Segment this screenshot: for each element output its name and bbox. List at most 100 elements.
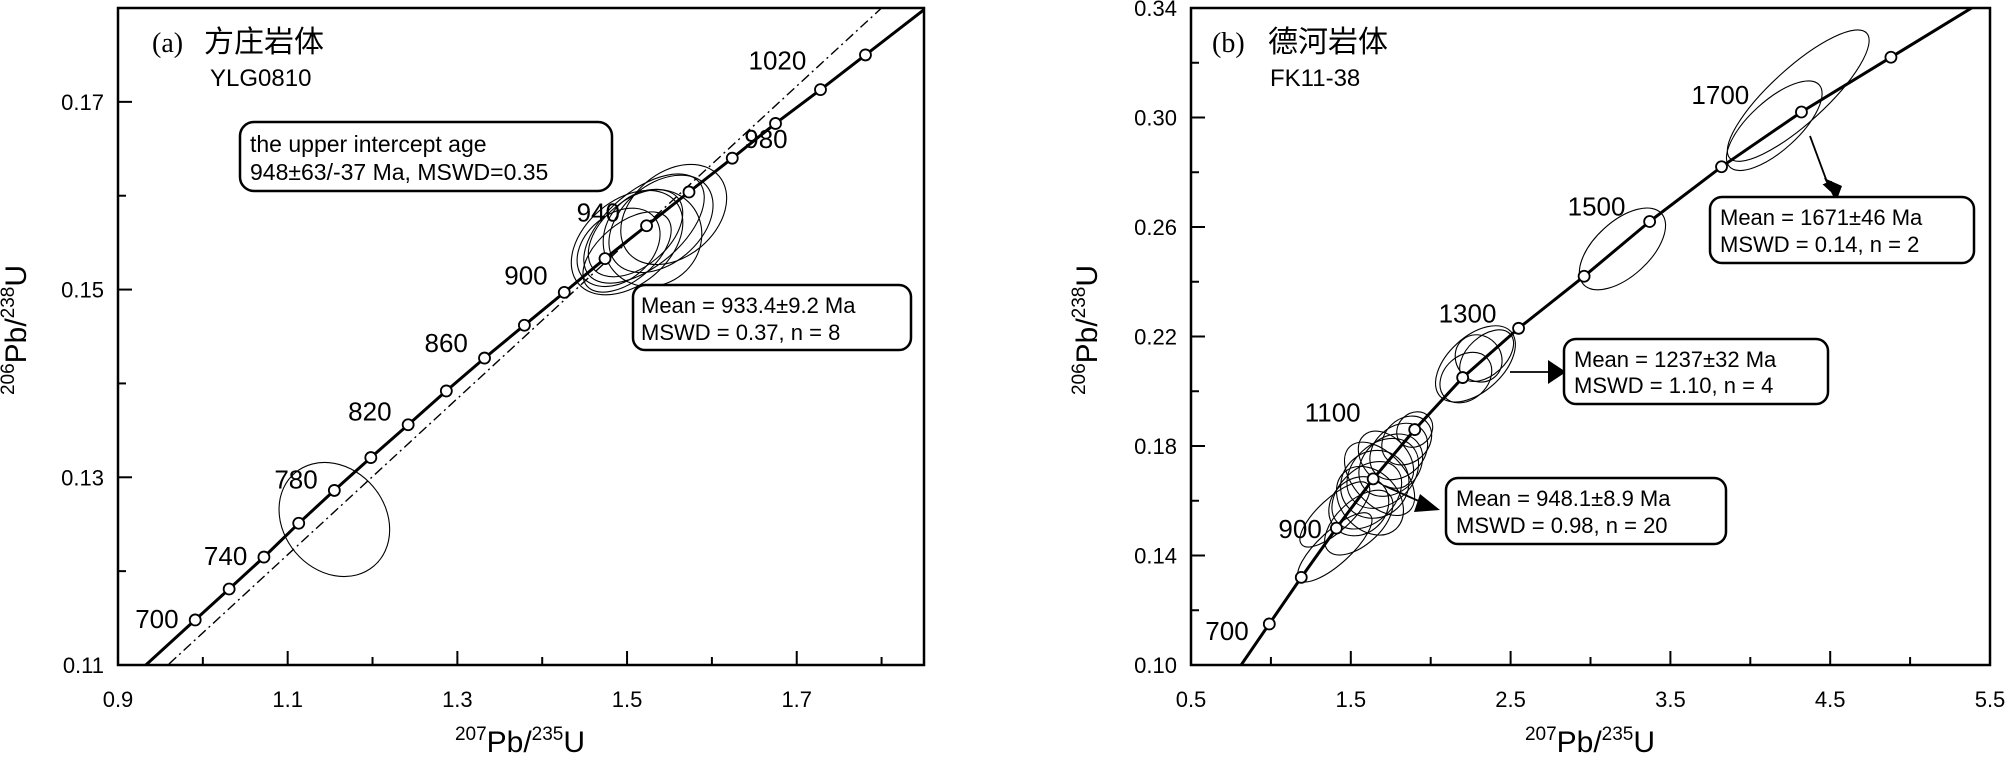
age-marker [364,451,378,464]
age-marker [478,351,491,365]
age-marker [292,516,306,530]
error-ellipse [1343,441,1416,517]
concordia-age-markers [188,48,872,627]
svg-text:MSWD = 1.10, n = 4: MSWD = 1.10, n = 4 [1574,373,1773,398]
age-label: 740 [204,541,247,571]
age-marker [188,613,202,627]
tick-labels: 0.9 1.1 1.3 1.5 1.7 0.11 0.13 0.15 0.17 [61,90,812,712]
error-ellipse [602,188,703,288]
panel-subtitle: FK11-38 [1270,65,1360,92]
error-ellipse [620,163,728,266]
age-marker [1512,321,1525,335]
x-tick-label: 1.7 [781,687,812,712]
age-marker [1577,269,1591,283]
age-marker [1408,423,1422,436]
y-tick-label: 0.14 [1134,544,1177,569]
error-ellipse [1726,29,1870,162]
age-marker [401,418,415,432]
svg-text:Mean = 1671±46 Ma: Mean = 1671±46 Ma [1720,205,1923,230]
x-tick-label: 0.9 [103,687,134,712]
age-label: 1700 [1691,80,1749,110]
panel-b: 0.5 1.5 2.5 3.5 4.5 5.5 0.10 0.14 0.18 0.22 0.26 0.… [1069,0,2005,759]
svg-text:948±63/-37 Ma, MSWD=0.35: 948±63/-37 Ma, MSWD=0.35 [250,159,548,185]
error-ellipse [1439,351,1493,404]
axis-ticks [117,100,883,666]
age-marker [1643,215,1657,228]
y-tick-label: 0.18 [1134,434,1177,459]
concordia-curve [1239,8,1975,665]
concordia-age-markers [1262,50,1898,631]
age-labels: 700 900 1100 1300 1500 1700 [1205,80,1749,646]
error-ellipses [278,163,728,578]
x-tick-label: 2.5 [1495,687,1526,712]
age-label: 980 [744,124,787,154]
error-ellipse [1324,489,1394,556]
y-axis-label: 206Pb/238U [0,265,33,395]
x-tick-label: 4.5 [1815,687,1846,712]
age-marker [682,185,696,199]
age-marker [222,582,236,596]
svg-text:MSWD = 0.14, n = 2: MSWD = 0.14, n = 2 [1720,232,1919,257]
age-label: 700 [135,604,178,634]
y-tick-label: 0.10 [1134,653,1177,678]
tick-labels: 0.5 1.5 2.5 3.5 4.5 5.5 0.10 0.14 0.18 0.22 0.26 0.… [1134,0,2005,712]
panel-title: 方庄岩体 [204,26,324,59]
error-ellipse [1434,325,1516,403]
svg-text:MSWD = 0.98, n = 20: MSWD = 0.98, n = 20 [1456,513,1668,538]
age-labels: 700 740 780 820 860 900 940 980 1020 [135,46,806,634]
svg-text:MSWD = 0.37, n = 8: MSWD = 0.37, n = 8 [641,320,840,345]
age-label: 860 [425,328,468,358]
error-ellipse [1335,465,1404,536]
age-marker [725,151,739,165]
x-axis-label: 207Pb/235U [455,724,585,759]
age-marker [859,48,872,62]
age-label: 900 [1278,514,1321,544]
age-marker [640,219,653,233]
error-ellipse [1340,449,1410,519]
mean-age-box-1700: Mean = 1671±46 Ma MSWD = 0.14, n = 2 [1708,195,1976,265]
age-label: 900 [504,260,547,290]
arrow-1300-head [1548,360,1566,384]
panel-label: (b) [1212,28,1245,59]
x-tick-label: 1.5 [612,687,643,712]
age-marker [557,285,571,299]
y-tick-label: 0.30 [1134,106,1177,131]
plot-frame [116,6,926,667]
age-label: 1100 [1305,398,1361,428]
axis-ticks [1190,7,1991,666]
age-marker [1795,105,1808,119]
y-tick-label: 0.34 [1134,0,1177,21]
error-ellipse [583,173,705,284]
age-label: 940 [577,198,620,228]
y-axis-label: 206Pb/238U [1069,265,1104,395]
age-label: 1020 [748,46,806,76]
x-tick-label: 1.1 [272,687,303,712]
discordia-line [168,8,883,665]
concordia-curve [143,8,924,665]
panel-title: 德河岩体 [1268,26,1388,59]
age-marker [439,384,453,398]
error-ellipse [587,189,684,278]
error-ellipse [1725,80,1823,172]
panel-label: (a) [152,28,183,59]
age-marker [1366,472,1380,486]
mean-age-box-900: Mean = 948.1±8.9 Ma MSWD = 0.98, n = 20 [1444,476,1728,546]
svg-text:the upper intercept age: the upper intercept age [250,131,487,157]
x-tick-label: 1.3 [442,687,473,712]
age-label: 1300 [1439,298,1497,328]
age-marker [769,117,782,130]
arrow-900-head [1414,494,1440,512]
age-marker [1330,521,1343,535]
x-tick-label: 1.5 [1336,687,1367,712]
y-tick-label: 0.11 [63,653,104,678]
x-axis-label: 207Pb/235U [1525,724,1655,759]
error-ellipse [1454,334,1503,383]
panel-subtitle: YLG0810 [210,65,311,92]
age-marker [1294,571,1308,584]
x-tick-label: 5.5 [1975,687,2006,712]
error-ellipse [1299,481,1371,548]
age-marker [598,252,612,265]
age-label: 1500 [1568,192,1626,222]
x-tick-label: 0.5 [1176,687,1207,712]
age-marker [1262,617,1276,631]
